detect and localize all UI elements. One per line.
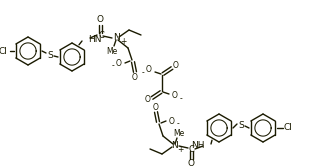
Text: -: - [177, 120, 179, 128]
Text: O: O [116, 58, 122, 68]
Text: O: O [188, 160, 194, 166]
Text: S: S [238, 121, 244, 129]
Text: O: O [132, 73, 138, 82]
Text: -: - [142, 69, 145, 78]
Text: O: O [173, 61, 179, 71]
Text: Me: Me [173, 129, 185, 138]
Text: -: - [179, 94, 182, 103]
Text: O: O [172, 91, 178, 100]
Text: N: N [171, 141, 177, 151]
Text: C: C [98, 31, 104, 40]
Text: S: S [47, 50, 53, 59]
Text: +: + [177, 144, 183, 154]
Text: O: O [145, 95, 151, 105]
Text: -: - [112, 61, 114, 71]
Text: Cl: Cl [0, 46, 7, 55]
Text: O: O [97, 15, 103, 25]
Text: +: + [120, 37, 126, 45]
Text: O: O [153, 102, 159, 112]
Text: NH: NH [191, 141, 205, 151]
Text: O: O [169, 117, 175, 125]
Text: N: N [114, 34, 121, 42]
Text: Cl: Cl [284, 124, 293, 132]
Text: HN: HN [88, 35, 101, 43]
Text: O: O [146, 66, 152, 75]
Text: Me: Me [106, 46, 118, 55]
Text: C: C [188, 144, 194, 154]
